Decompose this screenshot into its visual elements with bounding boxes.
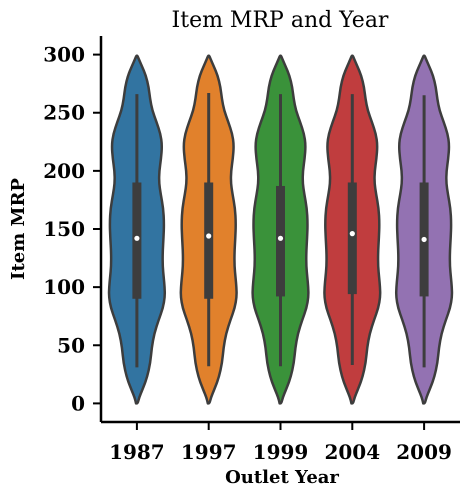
iqr-box-2004: [347, 182, 357, 295]
x-axis-label: Outlet Year: [225, 467, 339, 488]
x-tick-label-2009: 2009: [396, 440, 452, 464]
y-tick-label-50: 50: [57, 333, 85, 357]
median-dot-1999: [277, 235, 284, 241]
y-tick-label-0: 0: [71, 391, 85, 415]
x-axis: 1987 1997 1999 2004 2009: [101, 420, 460, 464]
median-dot-2009: [421, 236, 427, 243]
chart-title: Item MRP and Year: [172, 8, 389, 33]
median-dot-1987: [134, 235, 140, 241]
median-dot-1997: [206, 233, 212, 239]
y-axis-label: Item MRP: [8, 178, 29, 280]
x-tick-label-1997: 1997: [181, 440, 237, 464]
median-dot-2004: [349, 231, 355, 237]
y-tick-label-300: 300: [43, 43, 85, 67]
violins-group: [107, 54, 454, 405]
iqr-box-1999: [276, 185, 285, 297]
y-tick-label-150: 150: [43, 217, 85, 241]
y-tick-label-250: 250: [43, 101, 85, 125]
x-tick-label-2004: 2004: [324, 440, 380, 464]
y-tick-label-100: 100: [43, 275, 85, 299]
x-tick-label-1987: 1987: [109, 440, 165, 464]
y-tick-label-200: 200: [43, 159, 85, 183]
x-tick-label-1999: 1999: [253, 440, 309, 464]
iqr-box-1997: [204, 182, 214, 299]
y-axis: 0 50 100 150 200 250 300: [43, 36, 103, 422]
